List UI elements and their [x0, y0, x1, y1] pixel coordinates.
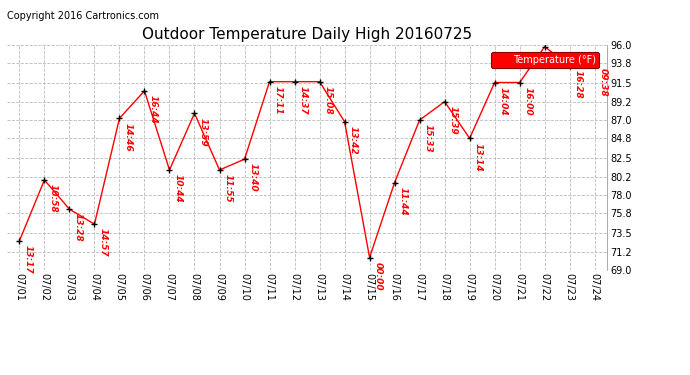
- Text: 15:33: 15:33: [424, 124, 433, 153]
- Text: 13:17: 13:17: [23, 245, 32, 274]
- Text: 00:00: 00:00: [374, 262, 383, 290]
- Title: Outdoor Temperature Daily High 20160725: Outdoor Temperature Daily High 20160725: [142, 27, 472, 42]
- Text: 10:58: 10:58: [48, 184, 57, 213]
- Text: 16:00: 16:00: [524, 87, 533, 115]
- Text: 13:28: 13:28: [74, 213, 83, 242]
- Text: 15:39: 15:39: [448, 106, 457, 135]
- Text: 16:28: 16:28: [574, 70, 583, 99]
- Text: 14:46: 14:46: [124, 123, 132, 151]
- Legend: Temperature (°F): Temperature (°F): [491, 52, 600, 68]
- Text: 13:42: 13:42: [348, 126, 357, 154]
- Text: 10:44: 10:44: [174, 174, 183, 203]
- Text: 13:59: 13:59: [199, 117, 208, 146]
- Text: 17:11: 17:11: [274, 86, 283, 114]
- Text: 11:44: 11:44: [399, 187, 408, 215]
- Text: 13:40: 13:40: [248, 164, 257, 192]
- Text: 15:08: 15:08: [324, 86, 333, 114]
- Text: Copyright 2016 Cartronics.com: Copyright 2016 Cartronics.com: [7, 11, 159, 21]
- Text: 14:57: 14:57: [99, 228, 108, 257]
- Text: 13:14: 13:14: [474, 142, 483, 171]
- Text: 14:37: 14:37: [299, 86, 308, 114]
- Text: 09:38: 09:38: [599, 68, 608, 96]
- Text: 16:44: 16:44: [148, 95, 157, 124]
- Text: 11:55: 11:55: [224, 174, 233, 203]
- Text: 14:04: 14:04: [499, 87, 508, 115]
